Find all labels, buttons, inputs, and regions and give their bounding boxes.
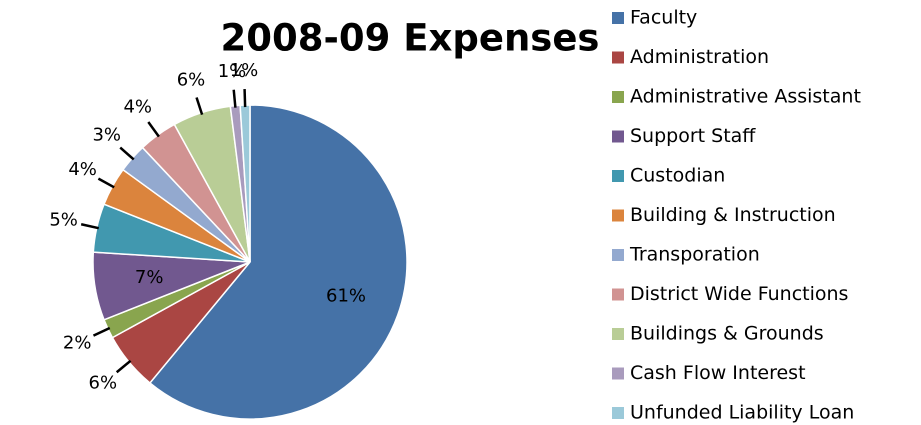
- leader-line: [195, 97, 204, 115]
- chart-title: 2008-09 Expenses: [221, 17, 600, 60]
- leader-line: [97, 177, 115, 189]
- legend-label: Administration: [630, 46, 769, 68]
- legend-swatch: [612, 209, 624, 222]
- leader-line: [119, 146, 135, 161]
- data-label: 7%: [135, 267, 164, 288]
- legend-swatch: [612, 288, 624, 301]
- leader-line: [147, 121, 160, 138]
- legend-label: Buildings & Grounds: [630, 323, 824, 345]
- data-label: 5%: [49, 209, 78, 230]
- data-label: 6%: [177, 69, 206, 90]
- legend-swatch: [612, 249, 624, 261]
- legend-label: Support Staff: [630, 125, 756, 147]
- leader-line: [115, 359, 132, 374]
- legend-swatch: [612, 130, 624, 143]
- legend-label: Building & Instruction: [630, 204, 836, 226]
- leader-line: [92, 326, 111, 337]
- data-label: 2%: [63, 332, 92, 353]
- data-label: 4%: [123, 96, 152, 117]
- legend-swatch: [612, 91, 624, 103]
- legend-label: Administrative Assistant: [630, 86, 861, 108]
- legend-swatch: [612, 407, 624, 419]
- data-label: 61%: [326, 286, 366, 307]
- legend-label: Unfunded Liability Loan: [630, 402, 854, 424]
- legend-label: District Wide Functions: [630, 283, 848, 305]
- legend-swatch: [612, 51, 624, 64]
- legend-swatch: [612, 328, 624, 340]
- legend-label: Transporation: [629, 244, 760, 266]
- legend-label: Cash Flow Interest: [630, 362, 806, 384]
- data-label: 4%: [68, 159, 97, 180]
- legend-swatch: [612, 170, 624, 182]
- data-label: 6%: [89, 373, 118, 394]
- legend-label: Custodian: [630, 165, 725, 187]
- leader-line: [232, 89, 237, 108]
- leader-line: [243, 89, 247, 108]
- legend-label: Faculty: [630, 7, 697, 29]
- pie-slice: [148, 104, 408, 420]
- legend-swatch: [612, 367, 624, 380]
- data-label: 1%: [230, 60, 259, 81]
- data-label: 1%: [218, 61, 247, 82]
- data-label: 3%: [92, 125, 121, 146]
- legend-swatch: [612, 12, 624, 24]
- leader-line: [80, 223, 100, 230]
